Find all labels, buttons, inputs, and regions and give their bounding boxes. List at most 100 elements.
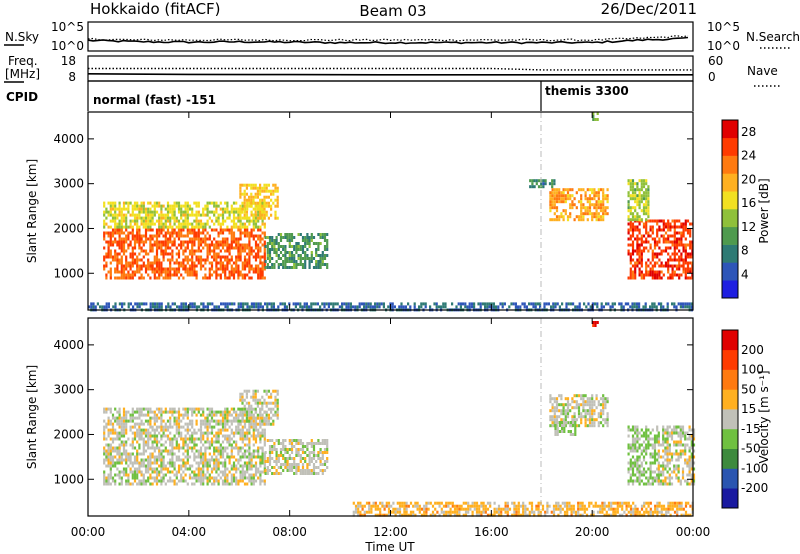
cell-region-1 <box>210 410 214 414</box>
cell-region-0 <box>208 440 211 444</box>
cell-region-0 <box>208 473 211 477</box>
cell-region-0 <box>250 461 253 465</box>
cell-region-4 <box>171 302 174 306</box>
cell-region-0 <box>175 246 178 250</box>
cell-region-0 <box>111 231 115 235</box>
cell-region-0 <box>186 246 189 250</box>
cell-region-7 <box>682 222 685 226</box>
cell-region-3 <box>265 389 268 393</box>
cell-region-6 <box>562 191 565 195</box>
cell-region-0 <box>237 452 240 456</box>
cell-region-0 <box>250 467 253 471</box>
cell-region-0 <box>202 240 205 244</box>
cell-region-4 <box>621 513 624 517</box>
cell-region-7 <box>636 228 639 232</box>
cell-region-4 <box>566 501 569 505</box>
cell-region-4 <box>471 501 474 505</box>
cell-region-1 <box>215 410 218 414</box>
cell-region-4 <box>475 513 479 517</box>
cell-region-0 <box>254 467 258 471</box>
cell-region-0 <box>235 458 238 462</box>
cell-region-2 <box>284 254 287 257</box>
cell-region-0 <box>217 440 220 444</box>
cell-region-4 <box>160 302 163 306</box>
cell-region-3 <box>276 186 279 190</box>
cell-region-7 <box>669 273 672 277</box>
cell-region-4 <box>634 510 637 514</box>
cell-region-4 <box>614 507 617 511</box>
cell-region-0 <box>114 237 117 241</box>
cell-region-1 <box>230 419 233 423</box>
cell-region-4 <box>407 504 410 508</box>
cell-region-0 <box>188 464 192 468</box>
cell-region-3 <box>252 392 255 396</box>
cell-region-0 <box>243 276 247 280</box>
cell-region-4 <box>239 305 242 309</box>
cell-region-0 <box>208 261 211 265</box>
cell-region-3 <box>252 195 255 199</box>
cell-region-1 <box>118 413 121 417</box>
cell-region-8 <box>640 182 643 186</box>
cell-region-0 <box>263 437 266 441</box>
cell-region-4 <box>451 510 454 514</box>
cell-region-0 <box>114 231 117 235</box>
cell-region-2 <box>288 466 291 469</box>
cell-region-2 <box>266 257 269 260</box>
cell-region-0 <box>235 237 238 241</box>
colorbar-swatch <box>722 155 738 174</box>
cell-region-3 <box>245 210 248 214</box>
cell-region-0 <box>215 243 218 247</box>
cell-region-7 <box>673 246 676 250</box>
cell-region-4 <box>341 305 344 309</box>
cell-region-0 <box>241 243 244 247</box>
cell-region-0 <box>131 273 134 277</box>
cell-region-7 <box>651 249 654 253</box>
cell-region-0 <box>259 455 262 459</box>
cell-region-2 <box>306 445 309 448</box>
cell-region-1 <box>241 428 244 432</box>
cell-region-0 <box>151 482 154 486</box>
cell-region-4 <box>414 501 417 505</box>
cell-region-0 <box>226 467 229 471</box>
cell-region-4 <box>660 302 663 306</box>
cell-region-0 <box>107 443 110 447</box>
cell-region-0 <box>144 449 148 453</box>
cell-region-0 <box>142 264 145 268</box>
cell-region-1 <box>151 410 154 414</box>
cell-region-0 <box>197 240 200 244</box>
cell-region-8 <box>645 209 648 213</box>
cell-region-4 <box>462 302 465 306</box>
cell-region-0 <box>169 449 172 453</box>
cell-region-4 <box>471 513 474 517</box>
cell-region-2 <box>301 451 305 454</box>
cell-region-0 <box>142 276 145 280</box>
cell-region-0 <box>118 473 121 477</box>
cell-region-7 <box>653 276 657 280</box>
cell-region-1 <box>254 225 258 229</box>
cell-region-2 <box>323 254 327 257</box>
cell-region-2 <box>297 233 300 236</box>
cell-region-1 <box>160 219 163 223</box>
cell-region-1 <box>232 213 236 217</box>
cell-region-1 <box>107 428 110 432</box>
cell-region-1 <box>140 407 143 411</box>
cell-region-6 <box>602 203 605 207</box>
cell-region-0 <box>186 461 189 465</box>
cell-region-7 <box>629 255 632 259</box>
cell-region-6 <box>586 188 589 192</box>
cell-region-6 <box>555 218 559 222</box>
cell-region-1 <box>210 407 214 411</box>
cell-region-4 <box>523 305 526 309</box>
cell-region-7 <box>675 258 679 262</box>
cell-region-0 <box>177 467 181 471</box>
cell-region-0 <box>140 470 143 474</box>
beam-title: Beam 03 <box>359 2 426 20</box>
cell-region-6 <box>584 209 587 213</box>
cell-region-0 <box>169 452 172 456</box>
cell-region-3 <box>267 416 270 420</box>
cell-region-0 <box>164 252 167 256</box>
cell-region-0 <box>138 276 141 280</box>
cell-region-4 <box>493 513 496 517</box>
cell-region-4 <box>447 513 450 517</box>
cell-region-1 <box>105 216 108 220</box>
